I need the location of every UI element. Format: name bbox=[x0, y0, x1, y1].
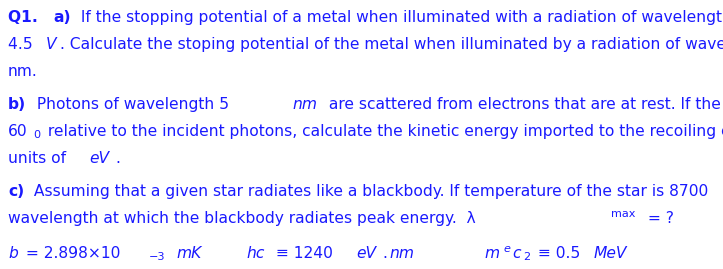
Text: b: b bbox=[8, 246, 18, 261]
Text: 4.5: 4.5 bbox=[8, 37, 38, 52]
Text: eV: eV bbox=[356, 246, 377, 261]
Text: a): a) bbox=[54, 10, 71, 25]
Text: nm: nm bbox=[389, 246, 414, 261]
Text: relative to the incident photons, calculate the kinetic energy imported to the r: relative to the incident photons, calcul… bbox=[43, 124, 723, 139]
Text: Assuming that a given star radiates like a blackbody. If temperature of the star: Assuming that a given star radiates like… bbox=[29, 184, 713, 199]
Text: max: max bbox=[612, 209, 636, 219]
Text: ≡ 1240: ≡ 1240 bbox=[270, 246, 338, 261]
Text: 0: 0 bbox=[33, 130, 40, 140]
Text: . Calculate the stoping potential of the metal when illuminated by a radiation o: . Calculate the stoping potential of the… bbox=[60, 37, 723, 52]
Text: units of: units of bbox=[8, 151, 71, 166]
Text: = 2.898×10: = 2.898×10 bbox=[21, 246, 120, 261]
Text: .: . bbox=[382, 246, 388, 261]
Text: .: . bbox=[115, 151, 120, 166]
Text: V: V bbox=[46, 37, 57, 52]
Text: are scattered from electrons that are at rest. If the photons scatter at: are scattered from electrons that are at… bbox=[325, 97, 723, 112]
Text: eV: eV bbox=[89, 151, 109, 166]
Text: 2: 2 bbox=[523, 252, 531, 262]
Text: 60: 60 bbox=[8, 124, 27, 139]
Text: If the stopping potential of a metal when illuminated with a radiation of wavele: If the stopping potential of a metal whe… bbox=[76, 10, 723, 25]
Text: Q1.: Q1. bbox=[8, 10, 43, 25]
Text: c): c) bbox=[8, 184, 25, 199]
Text: ≡ 0.5: ≡ 0.5 bbox=[533, 246, 580, 261]
Text: c: c bbox=[513, 246, 521, 261]
Text: b): b) bbox=[8, 97, 26, 112]
Text: −3: −3 bbox=[149, 252, 166, 262]
Text: mK: mK bbox=[176, 246, 202, 261]
Text: Photons of wavelength 5: Photons of wavelength 5 bbox=[32, 97, 234, 112]
Text: nm: nm bbox=[292, 97, 317, 112]
Text: MeV: MeV bbox=[594, 246, 628, 261]
Text: wavelength at which the blackbody radiates peak energy.  λ: wavelength at which the blackbody radiat… bbox=[8, 211, 476, 226]
Text: hc: hc bbox=[247, 246, 265, 261]
Text: nm.: nm. bbox=[8, 64, 38, 79]
Text: e: e bbox=[504, 244, 510, 254]
Text: m: m bbox=[484, 246, 500, 261]
Text: = ?: = ? bbox=[643, 211, 674, 226]
